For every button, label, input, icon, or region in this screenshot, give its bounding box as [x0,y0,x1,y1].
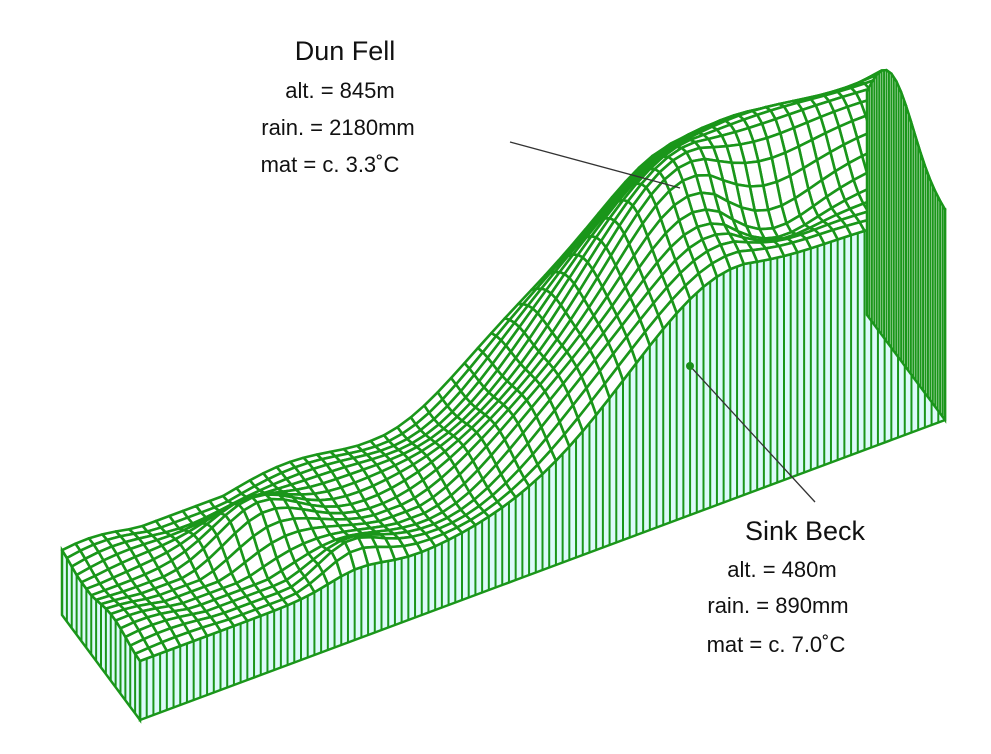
place-detail: rain. = 890mm [707,593,848,618]
place-detail: rain. = 2180mm [261,115,414,140]
place-detail: alt. = 480m [727,557,836,582]
terrain-mesh [60,68,947,724]
location-dot [686,362,694,370]
leader-line [689,365,816,503]
place-detail: mat = c. 7.0˚C [707,632,846,657]
place-name: Dun Fell [295,36,396,66]
place-detail: alt. = 845m [285,78,394,103]
place-detail: mat = c. 3.3˚C [261,152,400,177]
leader-line [509,141,681,189]
place-name: Sink Beck [745,516,866,546]
mesh-cell [133,646,155,663]
